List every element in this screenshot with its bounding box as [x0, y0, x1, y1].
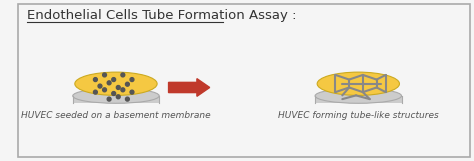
- FancyBboxPatch shape: [18, 4, 470, 157]
- Text: HUVEC seeded on a basement membrane: HUVEC seeded on a basement membrane: [21, 111, 211, 120]
- Circle shape: [116, 85, 120, 89]
- Text: Endothelial Cells Tube Formation Assay :: Endothelial Cells Tube Formation Assay :: [27, 9, 296, 22]
- Circle shape: [93, 78, 97, 81]
- Circle shape: [112, 92, 116, 95]
- FancyArrow shape: [169, 79, 210, 96]
- Circle shape: [116, 95, 120, 99]
- Ellipse shape: [317, 72, 400, 95]
- Circle shape: [98, 84, 102, 88]
- Ellipse shape: [315, 88, 401, 103]
- Circle shape: [103, 88, 107, 92]
- Circle shape: [130, 78, 134, 81]
- Circle shape: [126, 97, 129, 101]
- Ellipse shape: [73, 88, 159, 103]
- Circle shape: [121, 73, 125, 77]
- Circle shape: [107, 97, 111, 101]
- Circle shape: [126, 82, 129, 86]
- Circle shape: [121, 88, 125, 92]
- Circle shape: [130, 90, 134, 94]
- Circle shape: [107, 81, 111, 85]
- Bar: [315, 95, 401, 103]
- Circle shape: [112, 78, 116, 81]
- Bar: [73, 95, 159, 103]
- Circle shape: [93, 90, 97, 94]
- Text: HUVEC forming tube-like structures: HUVEC forming tube-like structures: [278, 111, 438, 120]
- Circle shape: [103, 73, 107, 77]
- Ellipse shape: [75, 72, 157, 95]
